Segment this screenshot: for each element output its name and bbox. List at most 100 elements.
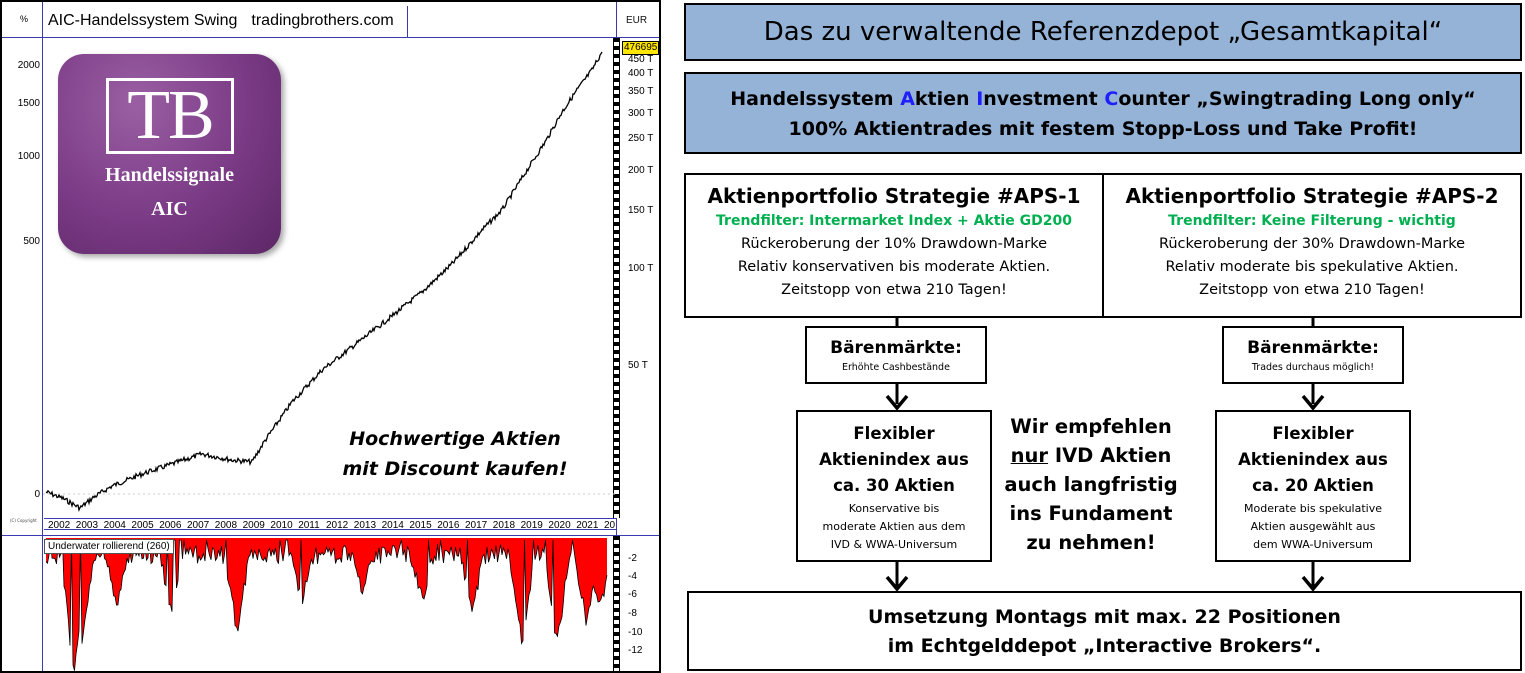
drawdown-area xyxy=(46,538,607,671)
year-label: 2010 xyxy=(270,520,293,531)
year-label: 2008 xyxy=(214,520,238,531)
left-tick-500: 500 xyxy=(23,236,40,247)
copyright-tiny: (C) Copyright xyxy=(10,518,37,523)
arrow-down-icon xyxy=(885,562,909,592)
right-tick-100: 100 T xyxy=(628,263,654,274)
right-tick-50: 50 T xyxy=(628,360,648,371)
execution-box: Umsetzung Montags mit max. 22 Positionen… xyxy=(687,591,1522,671)
recommendation-underlined: nur xyxy=(1010,444,1049,467)
year-label: 2013 xyxy=(353,520,377,531)
slogan: Hochwertige Aktien mit Discount kaufen! xyxy=(320,424,590,484)
execution-line-2: im Echtgelddepot „Interactive Brokers“. xyxy=(887,635,1322,657)
right-axis-unit: EUR xyxy=(626,15,648,26)
flex-1-line-2: Aktienindex aus xyxy=(819,450,969,469)
flex-1-line-3: ca. 30 Aktien xyxy=(833,476,955,495)
year-label: 2021 xyxy=(576,520,599,531)
acronym-a: A xyxy=(900,88,915,110)
year-label: 2020 xyxy=(548,520,571,531)
acronym-c: C xyxy=(1104,88,1119,110)
page-title: Das zu verwaltende Referenzdepot „Gesamt… xyxy=(684,3,1522,61)
slogan-line-1: Hochwertige Aktien xyxy=(349,428,561,450)
year-label: 2006 xyxy=(159,520,182,531)
system-banner: Handelssystem Aktien Investment Counter … xyxy=(684,72,1522,154)
year-label: 2012 xyxy=(326,520,349,531)
flex-2-line-1: Flexibler xyxy=(1272,424,1354,443)
uw-tick-10: -10 xyxy=(628,627,643,638)
strategy-aps2-desc-3: Zeitstopp von etwa 210 Tagen! xyxy=(1199,282,1425,298)
recommendation-text: Wir empfehlen nur IVD Aktien auch langfr… xyxy=(1002,412,1180,557)
pane-divider xyxy=(2,535,659,536)
bear-market-box-1: Bärenmärkte: Erhöhte Cashbestände xyxy=(805,326,987,384)
year-label: 2018 xyxy=(492,520,516,531)
arrow-down-icon xyxy=(1301,562,1325,592)
year-label: 2005 xyxy=(131,520,154,531)
strategy-aps2-desc-1: Rückeroberung der 30% Drawdown-Marke xyxy=(1158,236,1466,252)
flex-2-sub-1: Moderate bis spekulative xyxy=(1243,502,1382,515)
logo-letters: TB xyxy=(127,77,214,154)
system-prefix: Handelssystem xyxy=(730,88,901,110)
slogan-line-2: mit Discount kaufen! xyxy=(342,458,568,480)
year-label: 2014 xyxy=(381,520,404,531)
chart-title: AIC-Handelssystem Swing tradingbrothers.c… xyxy=(44,6,408,37)
recommendation-line-3: auch langfristig xyxy=(1004,473,1178,496)
year-label: 2017 xyxy=(465,520,488,531)
year-label: 2002 xyxy=(48,520,71,531)
left-axis-line xyxy=(42,2,43,671)
right-tick-400: 400 T xyxy=(628,68,654,79)
recommendation-line-4: ins Fundament xyxy=(1009,502,1173,525)
strategy-aps2-filter: Trendfilter: Keine Filterung - wichtig xyxy=(1168,213,1456,229)
chart-source-text: tradingbrothers.com xyxy=(251,12,394,29)
left-tick-1000: 1000 xyxy=(17,151,40,162)
year-label: 2004 xyxy=(103,520,126,531)
underwater-label: Underwater rollierend (260) xyxy=(44,539,174,554)
strategy-aps2-desc-2: Relativ moderate bis spekulative Aktien. xyxy=(1165,259,1459,275)
bear-market-box-2: Bärenmärkte: Trades durchaus möglich! xyxy=(1222,326,1404,384)
year-label: 2016 xyxy=(437,520,460,531)
chart-title-text: AIC-Handelssystem Swing xyxy=(48,12,238,29)
flex-2-line-2: Aktienindex aus xyxy=(1238,450,1388,469)
bear-1-title: Bärenmärkte: xyxy=(830,338,962,358)
year-label: 2009 xyxy=(242,520,265,531)
year-label: 2007 xyxy=(187,520,210,531)
bear-2-sub: Trades durchaus möglich! xyxy=(1251,362,1375,373)
arrow-down-icon xyxy=(1301,384,1325,411)
acronym-c-rest: ounter „Swingtrading Long only“ xyxy=(1118,88,1476,110)
strategy-aps1-desc-3: Zeitstopp von etwa 210 Tagen! xyxy=(781,282,1007,298)
system-line-1: Handelssystem Aktien Investment Counter … xyxy=(686,84,1520,114)
bear-1-sub: Erhöhte Cashbestände xyxy=(842,362,950,373)
underwater-scale-bar xyxy=(613,536,620,671)
strategy-aps1-filter: Trendfilter: Intermarket Index + Aktie G… xyxy=(716,213,1072,229)
logo-frame xyxy=(106,78,234,154)
right-axis-scale-bar xyxy=(613,38,620,518)
right-tick-250: 250 T xyxy=(628,133,654,144)
logo-line-2: AIC xyxy=(151,198,188,220)
acronym-a-rest: ktien xyxy=(914,88,977,110)
strategy-aps2-title: Aktienportfolio Strategie #APS-2 xyxy=(1125,184,1499,208)
arrow-down-icon xyxy=(895,318,899,326)
uw-tick-12: -12 xyxy=(628,645,643,656)
year-label: 2015 xyxy=(409,520,432,531)
uw-tick-6: -6 xyxy=(628,589,637,600)
bear-2-title: Bärenmärkte: xyxy=(1247,338,1379,358)
year-label: 20 xyxy=(604,520,616,531)
recommendation-line-1: Wir empfehlen xyxy=(1010,415,1172,438)
last-value-badge: 476695 xyxy=(622,41,660,55)
strategy-aps1-desc-1: Rückeroberung der 10% Drawdown-Marke xyxy=(740,236,1048,252)
tb-logo: TB Handelssignale AIC xyxy=(58,54,281,254)
flex-1-sub-3: IVD & WWA-Universum xyxy=(830,538,958,551)
flex-2-sub-2: Aktien ausgewählt aus xyxy=(1250,520,1376,533)
right-tick-300: 300 T xyxy=(628,108,654,119)
recommendation-line-2-rest: IVD Aktien xyxy=(1048,444,1172,467)
flex-1-line-1: Flexibler xyxy=(853,424,935,443)
equity-chart-panel: % AIC-Handelssystem Swing tradingbrothers… xyxy=(0,0,661,673)
flex-index-box-2: Flexibler Aktienindex aus ca. 20 Aktien … xyxy=(1215,410,1411,562)
arrow-down-icon xyxy=(1311,318,1315,326)
left-tick-0: 0 xyxy=(34,489,40,500)
right-tick-450: 450 T xyxy=(628,54,654,65)
flex-2-line-3: ca. 20 Aktien xyxy=(1252,476,1374,495)
right-tick-350: 350 T xyxy=(628,86,654,97)
chart-header-divider xyxy=(2,37,659,38)
acronym-i: I xyxy=(976,88,984,110)
strategy-aps1-desc-2: Relativ konservativen bis moderate Aktie… xyxy=(737,259,1051,275)
year-axis: 2002 2003 2004 2005 2006 2007 2008 2009 2010 2011… xyxy=(44,518,616,531)
